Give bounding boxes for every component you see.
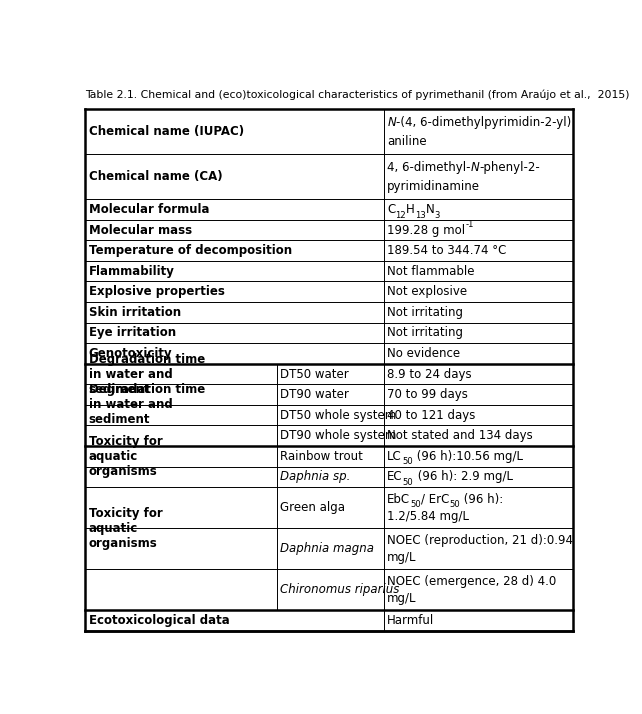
Text: H: H [406, 203, 415, 216]
Text: NOEC (reproduction, 21 d):0.94: NOEC (reproduction, 21 d):0.94 [387, 534, 573, 547]
Text: NOEC (emergence, 28 d) 4.0: NOEC (emergence, 28 d) 4.0 [387, 575, 557, 588]
Text: 3: 3 [435, 211, 440, 219]
Text: 8.9 to 24 days: 8.9 to 24 days [387, 368, 472, 381]
Text: Chironomus riparius: Chironomus riparius [281, 583, 399, 596]
Text: / ErC: / ErC [421, 493, 449, 506]
Text: EC: EC [387, 471, 403, 483]
Text: Harmful: Harmful [387, 614, 435, 628]
Text: 50: 50 [410, 501, 421, 510]
Text: DT90 whole system: DT90 whole system [281, 429, 397, 442]
Text: Degradation time
in water and
sediment: Degradation time in water and sediment [89, 383, 205, 426]
Text: Not irritating: Not irritating [387, 306, 464, 319]
Text: EbC: EbC [387, 493, 410, 506]
Text: Daphnia magna: Daphnia magna [281, 543, 374, 555]
Text: Chemical name (IUPAC): Chemical name (IUPAC) [89, 125, 244, 138]
Text: Rainbow trout: Rainbow trout [281, 450, 363, 463]
Text: 12: 12 [395, 211, 406, 219]
Text: Molecular mass: Molecular mass [89, 223, 192, 236]
Text: 50: 50 [449, 501, 460, 510]
Text: Ecotoxicological data: Ecotoxicological data [89, 614, 229, 628]
Text: Eye irritation: Eye irritation [89, 326, 176, 339]
Text: N: N [387, 116, 396, 129]
Text: Flammability: Flammability [89, 265, 175, 278]
Text: Chemical name (CA): Chemical name (CA) [89, 170, 222, 183]
Text: Not stated and 134 days: Not stated and 134 days [387, 429, 533, 442]
Text: -(4, 6-dimethylpyrimidin-2-yl): -(4, 6-dimethylpyrimidin-2-yl) [396, 116, 571, 129]
Text: LC: LC [387, 450, 402, 463]
Text: DT90 water: DT90 water [281, 388, 349, 401]
Text: Toxicity for
aquatic
organisms: Toxicity for aquatic organisms [89, 435, 162, 478]
Text: (96 h):10.56 mg/L: (96 h):10.56 mg/L [413, 450, 523, 463]
Text: Skin irritation: Skin irritation [89, 306, 181, 319]
Text: 189.54 to 344.74 °C: 189.54 to 344.74 °C [387, 244, 507, 257]
Text: (96 h):: (96 h): [460, 493, 503, 506]
Text: Daphnia sp.: Daphnia sp. [281, 471, 351, 483]
Text: C: C [387, 203, 395, 216]
Text: 4, 6-dimethyl-: 4, 6-dimethyl- [387, 161, 471, 174]
Text: (96 h): 2.9 mg/L: (96 h): 2.9 mg/L [413, 471, 512, 483]
Text: 199.28 g mol: 199.28 g mol [387, 223, 465, 236]
Text: 13: 13 [415, 211, 426, 219]
Text: -phenyl-2-: -phenyl-2- [480, 161, 540, 174]
Text: 50: 50 [402, 457, 413, 466]
Text: -1: -1 [465, 220, 474, 229]
Text: 1.2/5.84 mg/L: 1.2/5.84 mg/L [387, 511, 469, 523]
Text: 40 to 121 days: 40 to 121 days [387, 408, 476, 422]
Text: Not explosive: Not explosive [387, 286, 467, 298]
Text: Temperature of decomposition: Temperature of decomposition [89, 244, 292, 257]
Text: No evidence: No evidence [387, 347, 460, 360]
Text: N: N [471, 161, 480, 174]
Text: mg/L: mg/L [387, 551, 417, 564]
Text: Toxicity for
aquatic
organisms: Toxicity for aquatic organisms [89, 507, 162, 550]
Text: 50: 50 [403, 478, 413, 487]
Text: 70 to 99 days: 70 to 99 days [387, 388, 468, 401]
Text: Genotoxicity: Genotoxicity [89, 347, 172, 360]
Text: Molecular formula: Molecular formula [89, 203, 209, 216]
Text: Not flammable: Not flammable [387, 265, 474, 278]
Text: Green alga: Green alga [281, 501, 345, 514]
Text: N: N [426, 203, 435, 216]
Text: Not irritating: Not irritating [387, 326, 464, 339]
Text: DT50 water: DT50 water [281, 368, 349, 381]
Text: mg/L: mg/L [387, 593, 417, 605]
Text: Table 2.1. Chemical and (eco)toxicological characteristics of pyrimethanil (from: Table 2.1. Chemical and (eco)toxicologic… [85, 89, 630, 100]
Text: pyrimidinamine: pyrimidinamine [387, 180, 480, 193]
Text: Explosive properties: Explosive properties [89, 286, 225, 298]
Text: aniline: aniline [387, 135, 427, 148]
Text: DT50 whole system: DT50 whole system [281, 408, 397, 422]
Text: Degradation time
in water and
sediment: Degradation time in water and sediment [89, 353, 205, 396]
